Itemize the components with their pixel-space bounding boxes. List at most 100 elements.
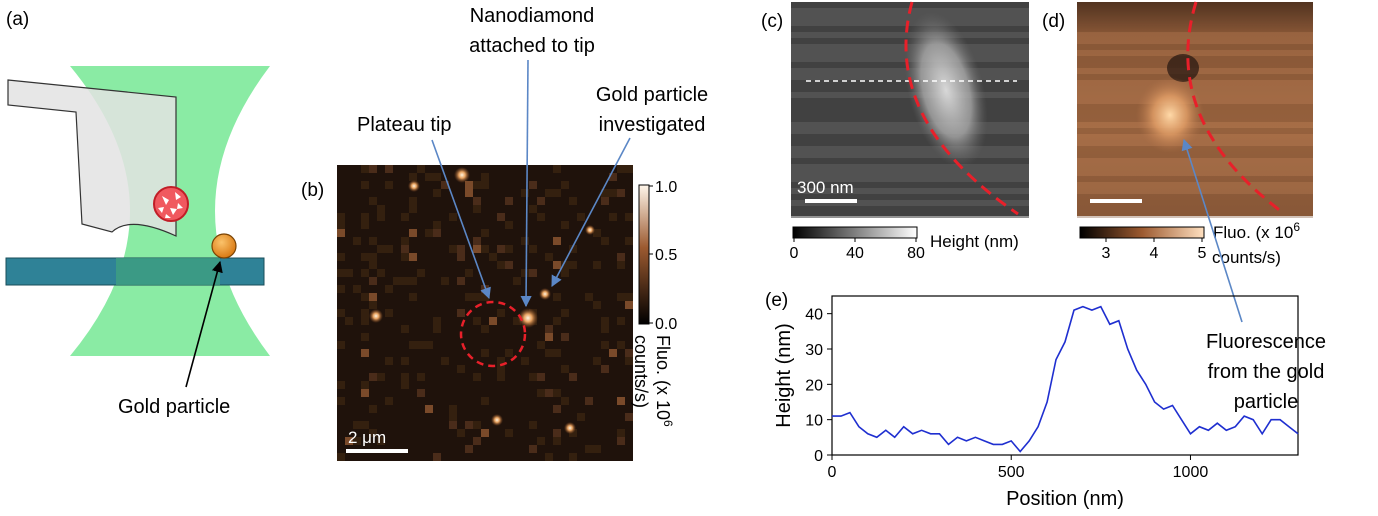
y-tick-label: 20	[805, 377, 823, 394]
speckle-pixel	[561, 397, 569, 405]
speckle-pixel	[617, 293, 625, 301]
scan-line	[791, 182, 1029, 188]
speckle-pixel	[401, 277, 409, 285]
speckle-pixel	[473, 237, 481, 245]
fluorescence-annotation-line3: particle	[1234, 391, 1298, 413]
speckle-pixel	[361, 165, 369, 173]
colorbar-b	[638, 184, 650, 325]
speckle-pixel	[361, 349, 369, 357]
speckle-pixel	[361, 221, 369, 229]
speckle-pixel	[369, 165, 377, 173]
gold-investigated-label-line2: investigated	[599, 114, 706, 136]
speckle-pixel	[625, 213, 633, 221]
speckle-pixel	[393, 277, 401, 285]
speckle-pixel	[521, 357, 529, 365]
plot-frame	[831, 295, 1299, 456]
speckle-pixel	[513, 317, 521, 325]
speckle-pixel	[537, 373, 545, 381]
scan-line	[1077, 50, 1313, 56]
speckle-pixel	[345, 437, 353, 445]
colorbar-b-label: Fluo. (x 106 counts/s)	[631, 335, 675, 427]
speckle-pixel	[601, 365, 609, 373]
speckle-pixel	[497, 373, 505, 381]
speckle-pixel	[481, 229, 489, 237]
speckle-pixel	[385, 357, 393, 365]
speckle-pixel	[481, 173, 489, 181]
speckle-pixel	[481, 429, 489, 437]
speckle-pixel	[361, 181, 369, 189]
scan-line	[791, 212, 1029, 218]
scan-line	[1077, 158, 1313, 164]
speckle-pixel	[465, 445, 473, 453]
gold-particle	[211, 233, 237, 259]
speckle-pixel	[401, 237, 409, 245]
speckle-pixel	[617, 165, 625, 173]
speckle-pixel	[521, 189, 529, 197]
scan-line	[791, 14, 1029, 20]
speckle-pixel	[449, 213, 457, 221]
speckle-pixel	[353, 437, 361, 445]
speckle-pixel	[545, 325, 553, 333]
colorbar-d-label-sup: 6	[1293, 220, 1300, 234]
speckle-pixel	[569, 261, 577, 269]
speckle-pixel	[401, 325, 409, 333]
speckle-pixel	[457, 365, 465, 373]
speckle-pixel	[601, 325, 609, 333]
speckle-pixel	[457, 429, 465, 437]
speckle-pixel	[553, 293, 561, 301]
speckle-pixel	[593, 301, 601, 309]
speckle-pixel	[545, 189, 553, 197]
speckle-pixel	[481, 181, 489, 189]
speckle-pixel	[497, 245, 505, 253]
y-axis-label: Height (nm)	[773, 323, 795, 427]
speckle-pixel	[537, 341, 545, 349]
speckle-pixel	[617, 317, 625, 325]
height-profile-chart: 0 500 1000 0 10 20 30 40 Position (nm) Height (nm…	[773, 295, 1299, 510]
speckle-pixel	[337, 341, 345, 349]
speckle-pixel	[353, 421, 361, 429]
speckle-pixel	[401, 253, 409, 261]
y-tick-label: 0	[814, 448, 823, 465]
speckle-pixel	[505, 349, 513, 357]
scan-line	[1077, 44, 1313, 50]
speckle-pixel	[337, 309, 345, 317]
speckle-pixel	[625, 293, 633, 301]
speckle-pixel	[409, 197, 417, 205]
speckle-pixel	[361, 309, 369, 317]
panel-a-label: (a)	[6, 9, 29, 30]
scan-line	[791, 194, 1029, 200]
speckle-pixel	[337, 381, 345, 389]
speckle-pixel	[537, 437, 545, 445]
speckle-pixel	[385, 181, 393, 189]
fluorescence-annotation-line2: from the gold	[1208, 361, 1325, 383]
speckle-pixel	[529, 269, 537, 277]
speckle-pixel	[441, 357, 449, 365]
height-profile-line	[832, 305, 1299, 453]
scan-line	[791, 104, 1029, 110]
speckle-pixel	[337, 269, 345, 277]
speckle-pixel	[529, 373, 537, 381]
speckle-pixel	[465, 181, 473, 189]
speckle-pixel	[561, 181, 569, 189]
speckle-pixel	[369, 197, 377, 205]
speckle-pixel	[577, 213, 585, 221]
speckle-pixel	[521, 237, 529, 245]
scan-line	[791, 206, 1029, 212]
gold-investigated-arrow	[551, 137, 631, 287]
speckle-pixel	[337, 453, 345, 461]
scan-line	[1077, 152, 1313, 158]
speckle-pixel	[585, 397, 593, 405]
speckle-pixel	[337, 397, 345, 405]
speckle-pixel	[369, 237, 377, 245]
scan-line	[1077, 86, 1313, 92]
speckle-pixel	[409, 205, 417, 213]
scan-line	[791, 146, 1029, 152]
speckle-pixel	[529, 205, 537, 213]
speckle-pixel	[473, 437, 481, 445]
speckle-pixel	[473, 373, 481, 381]
speckle-pixel	[569, 453, 577, 461]
speckle-pixel	[433, 317, 441, 325]
speckle-pixel	[457, 253, 465, 261]
speckle-pixel	[529, 245, 537, 253]
colorbar-d-tick-1: 4	[1150, 245, 1159, 262]
